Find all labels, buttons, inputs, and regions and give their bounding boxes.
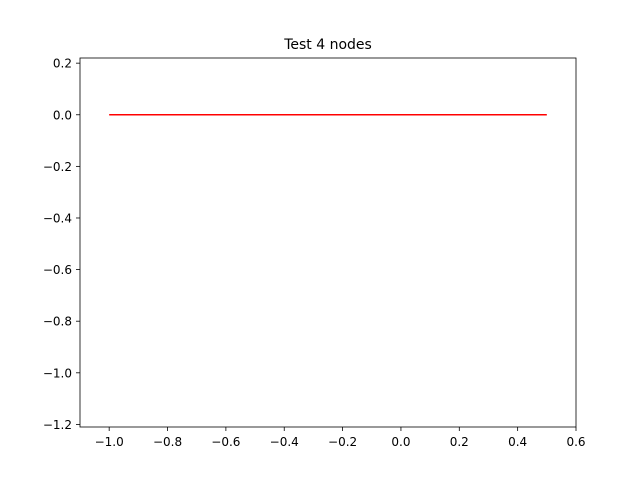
x-tick-label: 0.6 xyxy=(566,435,585,449)
y-axis: 0.2 0.0 −0.2 −0.4 −0.6 −0.8 −1.0 −1.2 xyxy=(43,57,80,432)
x-tick-label: 0.4 xyxy=(508,435,527,449)
x-tick-label: −0.4 xyxy=(270,435,299,449)
y-tick-label: −0.2 xyxy=(43,160,72,174)
x-tick-label: −1.0 xyxy=(95,435,124,449)
y-tick-label: −0.8 xyxy=(43,315,72,329)
y-tick-label: −0.4 xyxy=(43,211,72,225)
x-tick-label: −0.6 xyxy=(211,435,240,449)
y-tick-label: 0.2 xyxy=(53,57,72,71)
y-tick-label: −1.0 xyxy=(43,366,72,380)
y-tick-label: −0.6 xyxy=(43,263,72,277)
x-axis: −1.0 −0.8 −0.6 −0.4 −0.2 0.0 0.2 0.4 0.6 xyxy=(95,427,586,449)
y-tick-label: −1.2 xyxy=(43,418,72,432)
chart-title: Test 4 nodes xyxy=(283,37,372,53)
y-tick-label: 0.0 xyxy=(53,108,72,122)
x-tick-label: 0.2 xyxy=(450,435,469,449)
plot-frame xyxy=(79,57,577,428)
x-tick-label: −0.2 xyxy=(328,435,357,449)
x-tick-label: 0.0 xyxy=(391,435,410,449)
x-tick-label: −0.8 xyxy=(153,435,182,449)
